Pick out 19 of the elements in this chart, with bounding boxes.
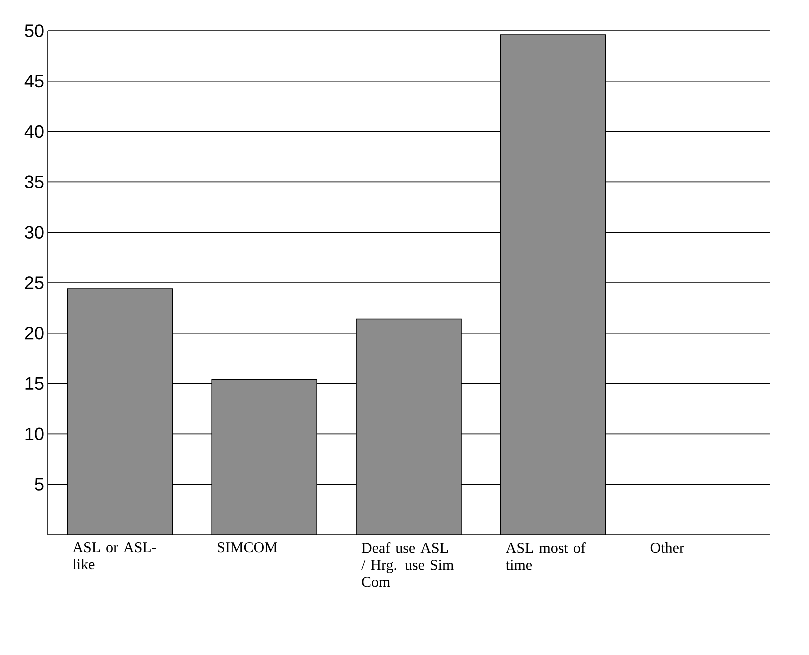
y-tick-label: 15 <box>26 378 44 390</box>
bar <box>356 318 462 535</box>
y-tick-label: 45 <box>24 75 44 88</box>
x-tick-label: Other <box>650 542 684 554</box>
bar <box>500 34 606 535</box>
bar <box>67 288 174 535</box>
y-tick-label: 35 <box>25 176 44 189</box>
y-tick-label: 5 <box>35 478 44 491</box>
x-tick-label: Deaf use ASL / Hrg. use Sim Com <box>362 542 454 588</box>
y-tick-label: 40 <box>24 125 44 138</box>
y-tick-label: 20 <box>25 327 44 340</box>
y-tick-label: 10 <box>26 428 44 441</box>
y-tick-label: 25 <box>25 276 44 290</box>
y-tick-label: 50 <box>25 24 44 38</box>
x-tick-label: ASL most of time <box>506 542 586 570</box>
x-tick-label: SIMCOM <box>218 542 278 553</box>
x-tick-label: ASL or ASL-like <box>72 542 156 570</box>
y-tick-label: 30 <box>25 226 44 239</box>
bar <box>212 379 318 535</box>
